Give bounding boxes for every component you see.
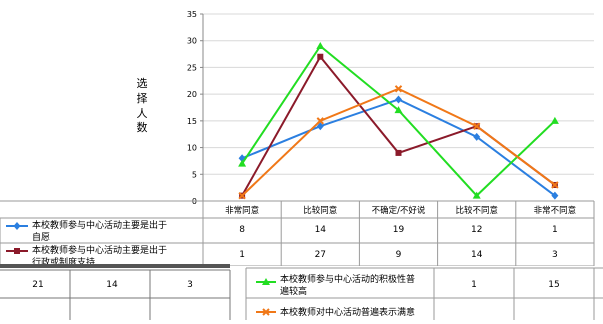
table-cell-value: 3	[552, 250, 558, 260]
data-point	[550, 116, 559, 124]
legend-label: 自愿	[32, 231, 50, 243]
data-point	[551, 181, 559, 189]
data-point	[551, 191, 559, 200]
data-point	[395, 95, 402, 104]
table-cell-value: 12	[471, 225, 482, 235]
data-point	[262, 278, 270, 285]
y-tick-label: 5	[192, 170, 197, 179]
legend-label: 本校教师参与中心活动的积极性普	[280, 273, 415, 285]
gridlines	[200, 13, 594, 202]
data-point	[238, 159, 247, 167]
data-point	[472, 122, 481, 130]
table-cell-value: 8	[239, 225, 245, 235]
table-cell-value: 1	[239, 250, 245, 260]
table-cell-value: 14	[315, 225, 327, 235]
table-cell-value: 15	[548, 280, 559, 290]
data-point	[13, 222, 21, 230]
table-cell-value: 1	[471, 280, 477, 290]
table-cell-value: 19	[393, 225, 405, 235]
data-point	[394, 106, 403, 114]
legend-label: 本校教师参与中心活动主要是出于	[32, 219, 167, 231]
series-line	[241, 87, 556, 197]
fragment-background	[0, 266, 603, 320]
y-axis-title-char: 择	[137, 91, 148, 105]
data-point	[316, 122, 324, 131]
data-point	[316, 42, 325, 50]
y-axis-title-char: 数	[137, 121, 148, 134]
y-axis-title-char: 选	[137, 77, 148, 90]
data-point	[317, 53, 324, 60]
data-point	[262, 308, 270, 316]
scan-band	[0, 264, 230, 268]
fragment-cell: 21	[32, 280, 43, 290]
data-point	[394, 85, 403, 93]
y-tick-label: 25	[187, 63, 197, 72]
data-point	[238, 191, 246, 200]
x-category-label: 不确定/不好说	[372, 205, 426, 216]
y-tick-label: 15	[187, 117, 197, 126]
x-category-label: 非常不同意	[534, 205, 577, 216]
x-category-label: 比较不同意	[455, 205, 498, 216]
data-point	[472, 191, 481, 199]
x-category-label: 比较同意	[303, 205, 337, 216]
y-tick-label: 10	[187, 144, 197, 153]
data-point	[395, 149, 402, 156]
table-cell-value: 27	[315, 250, 326, 260]
x-category-label: 非常同意	[225, 205, 259, 216]
legend-label: 本校教师对中心活动普遍表示满意	[280, 306, 415, 318]
y-axis-ticks: 05101520253035	[187, 10, 197, 206]
y-tick-label: 20	[187, 90, 197, 99]
fragment-cell: 14	[106, 280, 118, 290]
legend-label: 遍较高	[280, 285, 307, 297]
legend-label: 本校教师参与中心活动主要是出于	[32, 244, 167, 256]
series-lines	[238, 42, 559, 200]
table-cell-value: 9	[396, 250, 402, 260]
series-line	[241, 54, 556, 197]
y-tick-label: 30	[187, 37, 197, 46]
fragment-cell: 3	[187, 280, 193, 290]
table-cell-value: 14	[471, 250, 483, 260]
data-table: 非常同意 比较同意 不确定/不好说 比较不同意 非常不同意本校教师参与中心活动主要是出于…	[0, 200, 595, 268]
y-axis-title-char: 人	[137, 107, 148, 120]
data-point	[14, 248, 20, 254]
data-point	[316, 117, 325, 125]
table-cell-value: 1	[552, 225, 558, 235]
data-point	[473, 132, 481, 141]
legend-entry: 本校教师对中心活动普遍表示满意	[256, 306, 415, 318]
y-tick-label: 35	[187, 10, 197, 19]
